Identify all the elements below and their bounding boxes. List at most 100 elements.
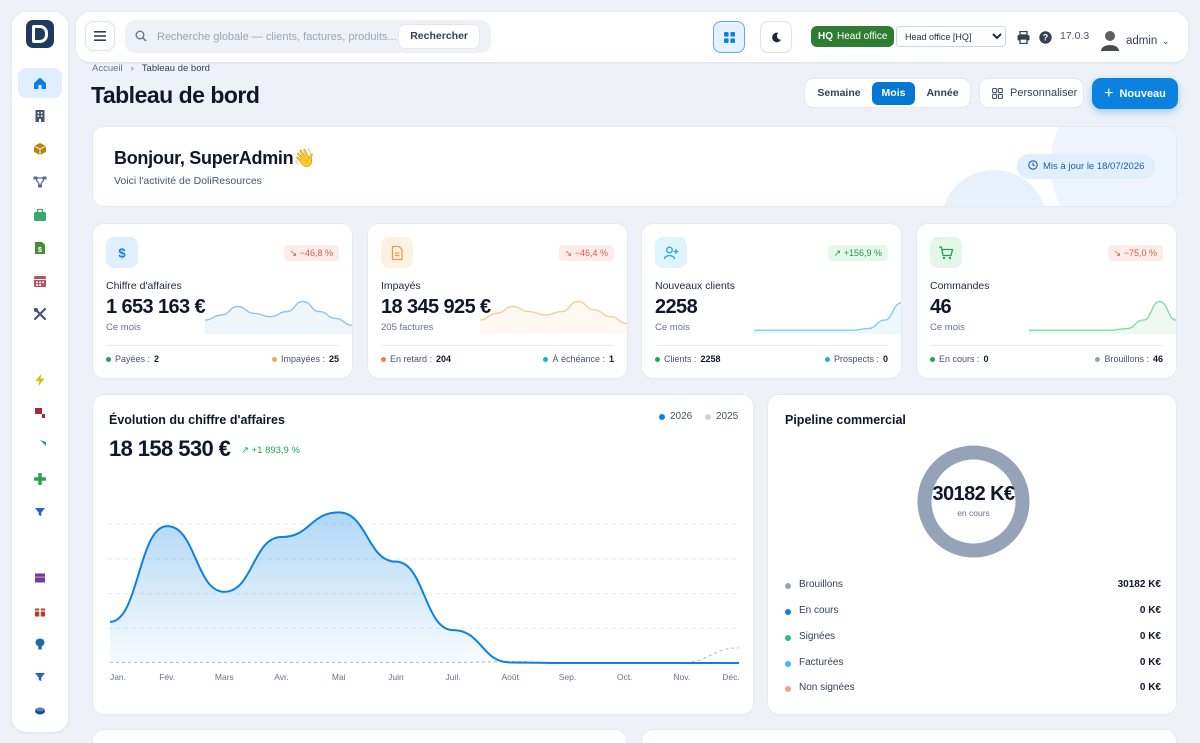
sparkline-line [754,302,901,331]
menu-toggle-button[interactable] [85,21,115,51]
legend-swatch [659,413,665,420]
pipeline-row-label: Brouillons [799,579,843,590]
bottom-card-left [92,729,627,743]
sidebar-item-pin[interactable] [18,629,62,659]
kpi-card[interactable]: ↘ −46,4 % Impayés 18 345 925 € 205 factures… [367,223,628,379]
document-icon [391,245,403,260]
kpi-foot-value: 46 [1152,354,1163,364]
kpi-foot-left: En retard :204 [381,354,451,364]
sidebar-item-funnel[interactable] [18,662,62,692]
kpi-foot-dot [930,356,935,362]
sidebar-item-shield[interactable] [18,431,62,461]
pipeline-row-value: 0 K€ [1139,682,1161,693]
legend-item-2025[interactable]: 2025 [705,411,738,422]
help-icon[interactable]: ? [1039,31,1052,44]
dollar-icon: $ [118,245,126,260]
period-week[interactable]: Semaine [817,87,861,99]
period-year[interactable]: Année [926,87,959,99]
apps-grid-button[interactable] [713,21,745,53]
sidebar-item-gift[interactable] [18,596,62,626]
sidebar-item-calendar[interactable] [18,266,62,296]
entity-select[interactable]: Head office [HQ] [896,26,1006,47]
svg-text:$: $ [118,245,126,260]
chevron-down-icon: ⌄ [1159,36,1170,46]
kpi-foot-label: À échéance : [552,354,605,364]
sidebar-item-box[interactable] [18,134,62,164]
page-title: Tableau de bord [91,82,260,108]
revenue-area-chart [108,511,740,664]
sidebar-item-layers[interactable] [18,563,62,593]
kpi-period: Ce mois [106,322,141,333]
sidebar-item-building[interactable] [18,101,62,131]
plus-icon: + [1104,84,1114,102]
period-month[interactable]: Mois [872,82,915,105]
kpi-foot-label: Impayées : [280,354,325,364]
bottom-card-right [641,729,1177,743]
new-button[interactable]: + Nouveau [1092,78,1178,109]
kpi-foot-right: Brouillons :46 [1095,354,1163,364]
kpi-card[interactable]: ↘ −75,0 % Commandes 46 Ce mois En cours :0 Br… [916,223,1177,379]
sidebar-item-flow[interactable] [18,167,62,197]
revenue-growth: ↗ +1 893,9 % [241,445,300,456]
sidebar-item-filter[interactable] [18,497,62,527]
kpi-foot-value: 0 [882,354,888,364]
pipeline-row: Facturées 0 K€ [785,657,1161,671]
app-logo[interactable] [26,20,54,48]
kpi-icon-box: $ [106,237,138,268]
kpi-icon-box [655,237,687,268]
pipeline-row-value: 0 K€ [1139,657,1161,668]
x-axis-tick-label: Nov. [673,672,691,682]
sparkline-line [480,300,627,325]
file-dollar-icon: $ [35,242,45,254]
moon-icon [771,32,781,42]
kpi-card[interactable]: $ ↘ −46,8 % Chiffre d'affaires 1 653 163 € C… [92,223,353,379]
print-icon[interactable] [1017,31,1030,44]
user-avatar[interactable] [1100,29,1120,51]
pin-icon [35,638,45,650]
donut-center-label: en cours [957,508,990,518]
search-button[interactable]: Rechercher [398,24,480,49]
sidebar-item-plus[interactable] [18,464,62,494]
pipeline-dot [785,635,791,641]
series-2026-area [110,512,739,663]
sidebar-item-eye[interactable] [18,332,62,362]
sidebar-item-coins[interactable] [18,695,62,725]
kpi-foot-value: 0 [983,354,989,364]
building-icon [35,110,45,122]
kpi-delta-badge: ↗ +156,9 % [827,245,888,261]
bolt-icon [35,373,45,387]
flow-icon [33,176,47,188]
sidebar-item-flag[interactable] [18,398,62,428]
kpi-period: Ce mois [930,322,965,333]
kpi-value: 2258 [655,296,698,318]
sidebar-item-tools[interactable] [18,299,62,329]
sidebar-item-home[interactable] [18,68,62,98]
kpi-foot-label: Brouillons : [1104,354,1149,364]
revenue-chart-card: Évolution du chiffre d'affaires 18 158 5… [92,394,754,715]
kpi-card[interactable]: ↗ +156,9 % Nouveaux clients 2258 Ce mois Cli… [641,223,902,379]
kpi-label: Nouveaux clients [655,280,735,292]
legend-label: 2025 [716,411,739,422]
svg-text:?: ? [1043,33,1049,43]
entity-badge-label: Head office [837,31,888,42]
customize-button[interactable]: Personnaliser [979,78,1084,108]
kpi-divider [930,345,1163,346]
tools-icon [33,307,47,321]
kpi-divider [106,345,339,346]
legend-item-2026[interactable]: 2026 [659,411,692,422]
kpi-foot-right: À échéance :1 [543,354,614,364]
breadcrumb-home[interactable]: Accueil [92,63,123,74]
dark-mode-button[interactable] [760,21,792,53]
search-input[interactable] [157,28,397,46]
flag-icon [35,408,45,418]
sidebar-item-briefcase[interactable] [18,200,62,230]
x-axis-tick-label: Mai [331,672,346,682]
welcome-title: Bonjour, SuperAdmin👋 [114,148,316,169]
pipeline-row: Brouillons 30182 K€ [785,579,1161,593]
kpi-foot-label: En cours : [939,354,980,364]
kpi-label: Impayés [381,280,421,292]
pipeline-row-value: 0 K€ [1139,605,1161,616]
sidebar-item-bolt[interactable] [18,365,62,395]
user-menu[interactable]: admin ⌄ [1126,35,1169,47]
sidebar-item-file-dollar[interactable]: $ [18,233,62,263]
